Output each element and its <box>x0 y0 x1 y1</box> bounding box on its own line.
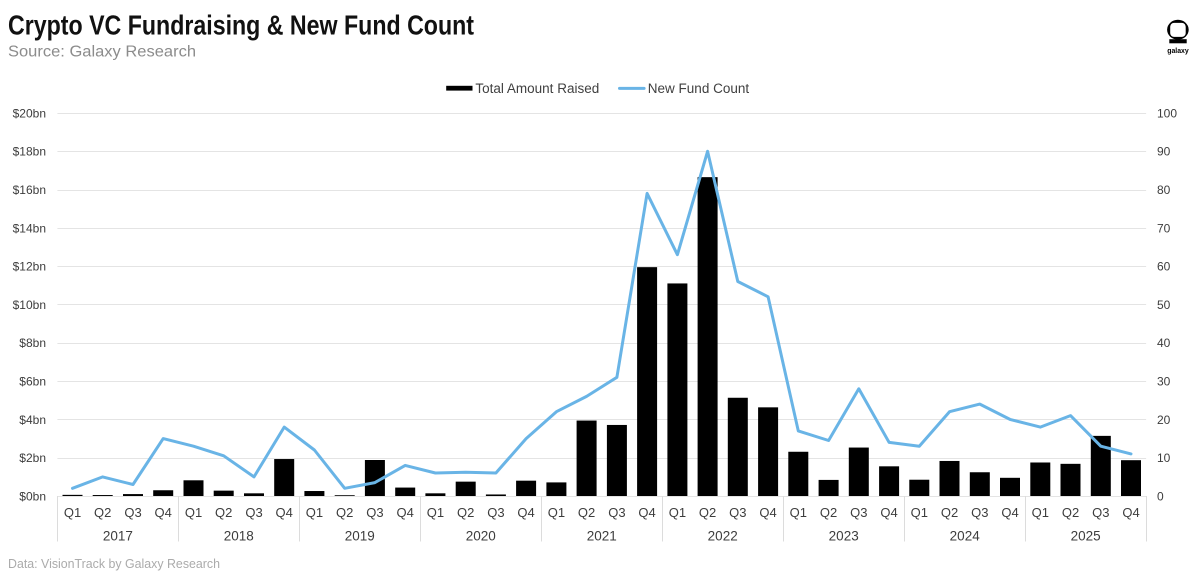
svg-text:Q3: Q3 <box>971 505 988 520</box>
svg-text:Q2: Q2 <box>941 505 958 520</box>
svg-text:0: 0 <box>1157 489 1164 503</box>
svg-text:$4bn: $4bn <box>19 413 46 427</box>
svg-text:Q4: Q4 <box>759 505 776 520</box>
svg-text:Q1: Q1 <box>427 505 444 520</box>
svg-text:Q4: Q4 <box>517 505 534 520</box>
svg-text:Q4: Q4 <box>155 505 172 520</box>
svg-text:Q2: Q2 <box>699 505 716 520</box>
svg-text:Q1: Q1 <box>185 505 202 520</box>
svg-text:Q3: Q3 <box>1092 505 1109 520</box>
svg-text:90: 90 <box>1157 145 1171 159</box>
svg-text:Source: Galaxy Research: Source: Galaxy Research <box>8 44 196 61</box>
svg-text:$8bn: $8bn <box>19 336 46 350</box>
svg-text:$6bn: $6bn <box>19 375 46 389</box>
svg-text:40: 40 <box>1157 336 1171 350</box>
svg-text:Q2: Q2 <box>94 505 111 520</box>
svg-text:70: 70 <box>1157 221 1171 235</box>
svg-text:2023: 2023 <box>829 529 859 544</box>
svg-text:Total Amount Raised: Total Amount Raised <box>475 81 599 96</box>
svg-text:galaxy: galaxy <box>1167 46 1189 55</box>
svg-text:60: 60 <box>1157 260 1171 274</box>
svg-text:Q3: Q3 <box>850 505 867 520</box>
svg-text:Q2: Q2 <box>457 505 474 520</box>
svg-text:Q3: Q3 <box>608 505 625 520</box>
svg-text:$16bn: $16bn <box>13 183 46 197</box>
svg-text:Data: VisionTrack by Galaxy Re: Data: VisionTrack by Galaxy Research <box>8 556 220 571</box>
svg-text:Q3: Q3 <box>729 505 746 520</box>
svg-text:2025: 2025 <box>1071 529 1101 544</box>
svg-text:Q4: Q4 <box>880 505 897 520</box>
svg-text:Q2: Q2 <box>578 505 595 520</box>
svg-text:80: 80 <box>1157 183 1171 197</box>
svg-text:$10bn: $10bn <box>13 298 46 312</box>
svg-text:Q3: Q3 <box>124 505 141 520</box>
svg-text:Q1: Q1 <box>306 505 323 520</box>
svg-text:2018: 2018 <box>224 529 254 544</box>
svg-text:Q2: Q2 <box>820 505 837 520</box>
svg-text:$18bn: $18bn <box>13 145 46 159</box>
svg-text:Q3: Q3 <box>366 505 383 520</box>
svg-text:2020: 2020 <box>466 529 496 544</box>
svg-text:$12bn: $12bn <box>13 260 46 274</box>
svg-text:Q1: Q1 <box>790 505 807 520</box>
svg-text:2024: 2024 <box>950 529 981 544</box>
svg-text:50: 50 <box>1157 298 1171 312</box>
svg-text:2022: 2022 <box>708 529 738 544</box>
svg-text:2017: 2017 <box>103 529 133 544</box>
svg-text:Q1: Q1 <box>548 505 565 520</box>
svg-text:Q3: Q3 <box>245 505 262 520</box>
svg-text:Q3: Q3 <box>487 505 504 520</box>
svg-text:Q1: Q1 <box>669 505 686 520</box>
svg-text:$2bn: $2bn <box>19 451 46 465</box>
svg-text:Q1: Q1 <box>911 505 928 520</box>
svg-text:$0bn: $0bn <box>19 489 46 503</box>
svg-text:Q4: Q4 <box>638 505 655 520</box>
svg-text:Q4: Q4 <box>276 505 293 520</box>
svg-text:$14bn: $14bn <box>13 221 46 235</box>
svg-text:20: 20 <box>1157 413 1171 427</box>
svg-text:New Fund Count: New Fund Count <box>648 81 750 96</box>
svg-text:2021: 2021 <box>587 529 617 544</box>
svg-text:Q1: Q1 <box>64 505 81 520</box>
svg-text:Q2: Q2 <box>215 505 232 520</box>
svg-text:Q2: Q2 <box>336 505 353 520</box>
svg-text:Q1: Q1 <box>1032 505 1049 520</box>
svg-text:$20bn: $20bn <box>13 106 46 120</box>
svg-text:30: 30 <box>1157 375 1171 389</box>
svg-text:Q4: Q4 <box>1001 505 1018 520</box>
svg-text:2019: 2019 <box>345 529 375 544</box>
svg-text:Crypto VC Fundraising & New Fu: Crypto VC Fundraising & New Fund Count <box>8 10 474 41</box>
svg-text:Q4: Q4 <box>397 505 414 520</box>
svg-text:Q4: Q4 <box>1122 505 1139 520</box>
svg-text:Q2: Q2 <box>1062 505 1079 520</box>
svg-text:10: 10 <box>1157 451 1171 465</box>
svg-text:100: 100 <box>1157 106 1177 120</box>
